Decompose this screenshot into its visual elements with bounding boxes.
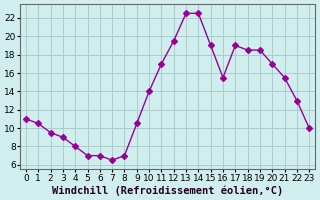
X-axis label: Windchill (Refroidissement éolien,°C): Windchill (Refroidissement éolien,°C) <box>52 185 283 196</box>
